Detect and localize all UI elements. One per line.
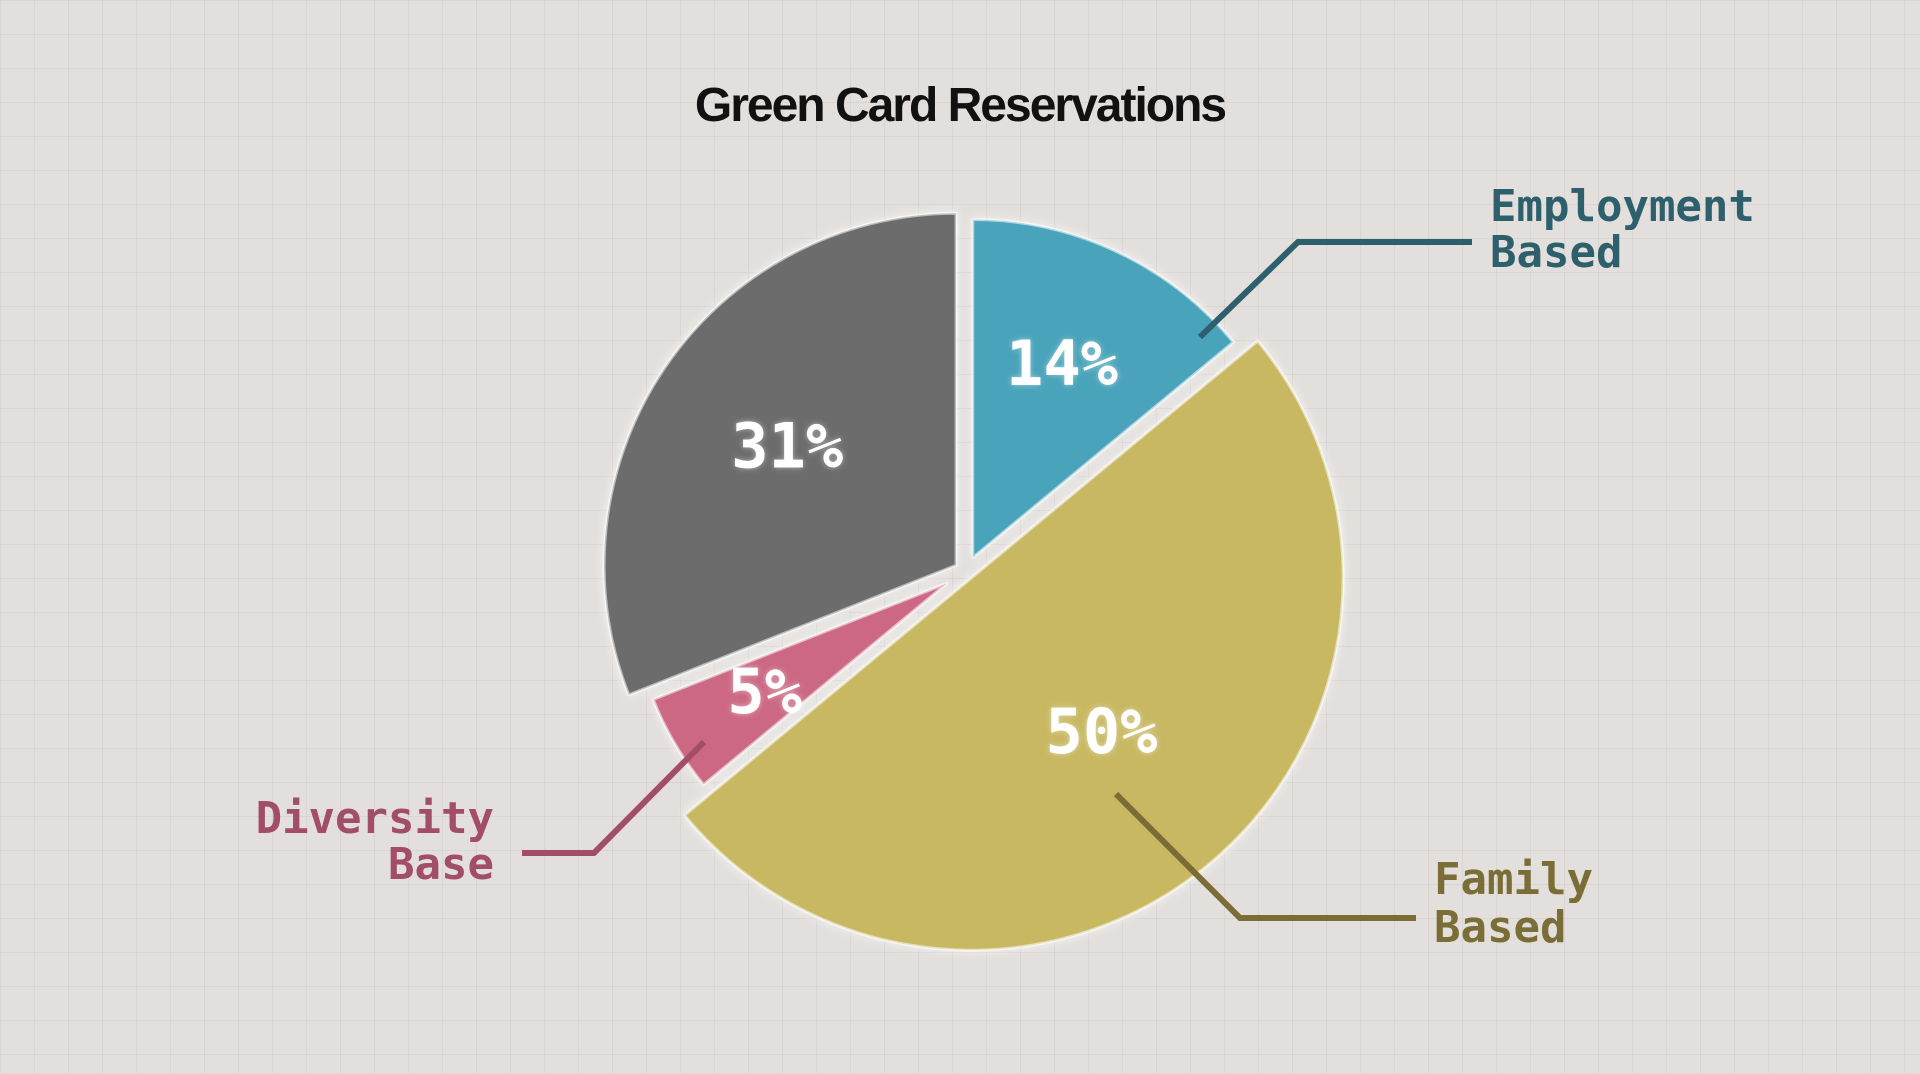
category-label-2-line-1: Family: [1434, 854, 1593, 905]
pie-slices: [602, 211, 1345, 952]
percent-label-4: 31%: [731, 410, 843, 483]
category-label-1-line-2: Based: [1490, 227, 1622, 278]
percent-label-2: 50%: [1046, 695, 1158, 768]
leader-line-1: [1197, 239, 1472, 340]
pie-slice-4: [602, 211, 958, 697]
percent-label-1: 14%: [1006, 327, 1118, 400]
category-label-1-line-1: Employment: [1490, 181, 1755, 232]
leader-line-2: [1113, 791, 1416, 921]
percent-labels: 14% 50% 5% 31%: [727, 327, 1157, 768]
category-label-2-line-2: Based: [1434, 902, 1566, 953]
leader-line-3: [522, 739, 707, 856]
category-label-3-line-2: Base: [388, 839, 494, 890]
pie-slice-2: [682, 339, 1345, 952]
leader-lines: [522, 239, 1472, 921]
category-label-3-line-1: Diversity: [256, 793, 494, 844]
percent-label-3: 5%: [727, 655, 802, 728]
pie-slice-3: [651, 581, 949, 787]
chart-title: Green Card Reservations: [694, 79, 1227, 132]
